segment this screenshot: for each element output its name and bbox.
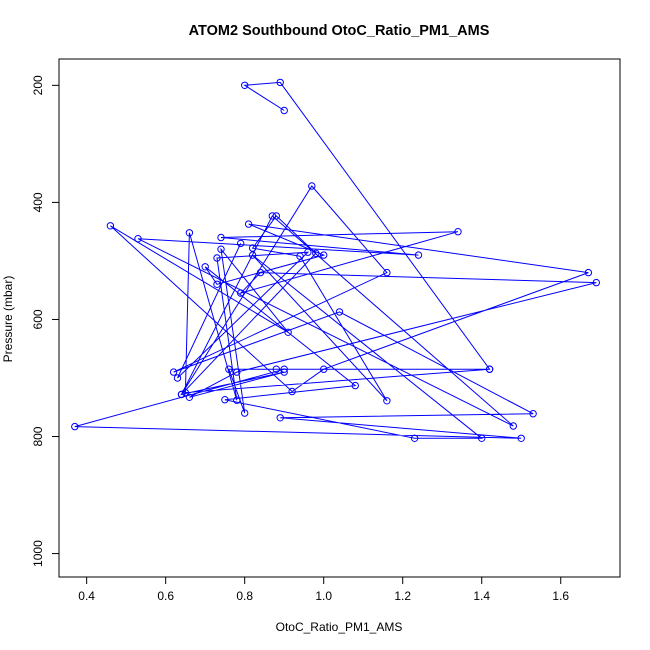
data-point [584, 268, 593, 277]
data-point [517, 434, 525, 442]
data-point [308, 182, 316, 190]
data-point [213, 280, 221, 288]
data-point [410, 434, 419, 442]
data-point [185, 393, 194, 401]
data-point [288, 387, 296, 396]
data-point [221, 396, 229, 404]
y-axis-label: Pressure (mbar) [1, 276, 15, 363]
data-point [237, 239, 245, 248]
x-tick-label: 0.4 [78, 589, 95, 603]
data-point [256, 268, 265, 277]
data-point [335, 308, 344, 316]
data-point [237, 289, 245, 297]
data-point [592, 278, 600, 287]
series-line [74, 81, 597, 439]
data-point [272, 365, 280, 373]
data-point [304, 248, 312, 256]
data-point [351, 381, 359, 390]
data-point [478, 434, 486, 442]
data-point [233, 396, 241, 404]
data-point [383, 268, 391, 277]
data-point [320, 251, 328, 259]
chart-title: ATOM2 Southbound OtoC_Ratio_PM1_AMS [189, 23, 490, 39]
x-axis-label: OtoC_Ratio_PM1_AMS [276, 620, 403, 634]
data-point [217, 245, 225, 253]
y-tick-label: 200 [31, 75, 45, 95]
x-tick-label: 0.6 [157, 589, 174, 603]
data-point [454, 228, 462, 236]
data-point [177, 390, 186, 399]
data-point [284, 328, 292, 336]
x-tick-label: 0.8 [236, 589, 253, 603]
data-point [268, 212, 276, 220]
data-point [280, 368, 288, 376]
data-point [241, 81, 249, 90]
data-point [233, 368, 241, 376]
data-point [181, 388, 190, 397]
data-point [296, 252, 304, 260]
data-point [185, 229, 194, 237]
data-point [213, 254, 221, 262]
data-point [312, 249, 320, 258]
data-point [272, 212, 280, 220]
data-point [248, 244, 257, 252]
points-layer [71, 78, 600, 442]
x-tick-label: 1.6 [552, 589, 569, 603]
data-point [169, 368, 178, 376]
x-axis: 0.4 0.6 0.8 1.0 1.2 1.4 1.6 [78, 577, 569, 603]
data-point [106, 222, 115, 230]
data-point [248, 251, 257, 259]
x-tick-label: 1.2 [394, 589, 411, 603]
y-tick-label: 1000 [31, 540, 45, 567]
y-tick-label: 800 [31, 426, 45, 446]
data-point [280, 106, 288, 115]
data-point [225, 365, 233, 373]
data-point [201, 263, 209, 271]
data-point [217, 233, 225, 242]
data-point [241, 409, 249, 417]
data-point [529, 410, 537, 418]
data-point [485, 365, 494, 373]
data-point [280, 365, 288, 373]
data-point [173, 374, 182, 382]
data-point [134, 235, 142, 243]
plot-frame [58, 58, 621, 578]
data-point [276, 78, 284, 87]
y-axis: 200 400 600 800 1000 [31, 75, 59, 567]
data-point [509, 422, 517, 430]
y-tick-label: 600 [31, 309, 45, 329]
x-tick-label: 1.4 [473, 589, 490, 603]
data-point [276, 414, 284, 422]
series-layer [74, 81, 597, 439]
data-point [414, 251, 423, 259]
data-point [383, 397, 391, 405]
data-point [320, 365, 328, 373]
data-point [244, 220, 253, 228]
data-point [71, 422, 79, 431]
y-tick-label: 400 [31, 192, 45, 212]
x-tick-label: 1.0 [315, 589, 332, 603]
